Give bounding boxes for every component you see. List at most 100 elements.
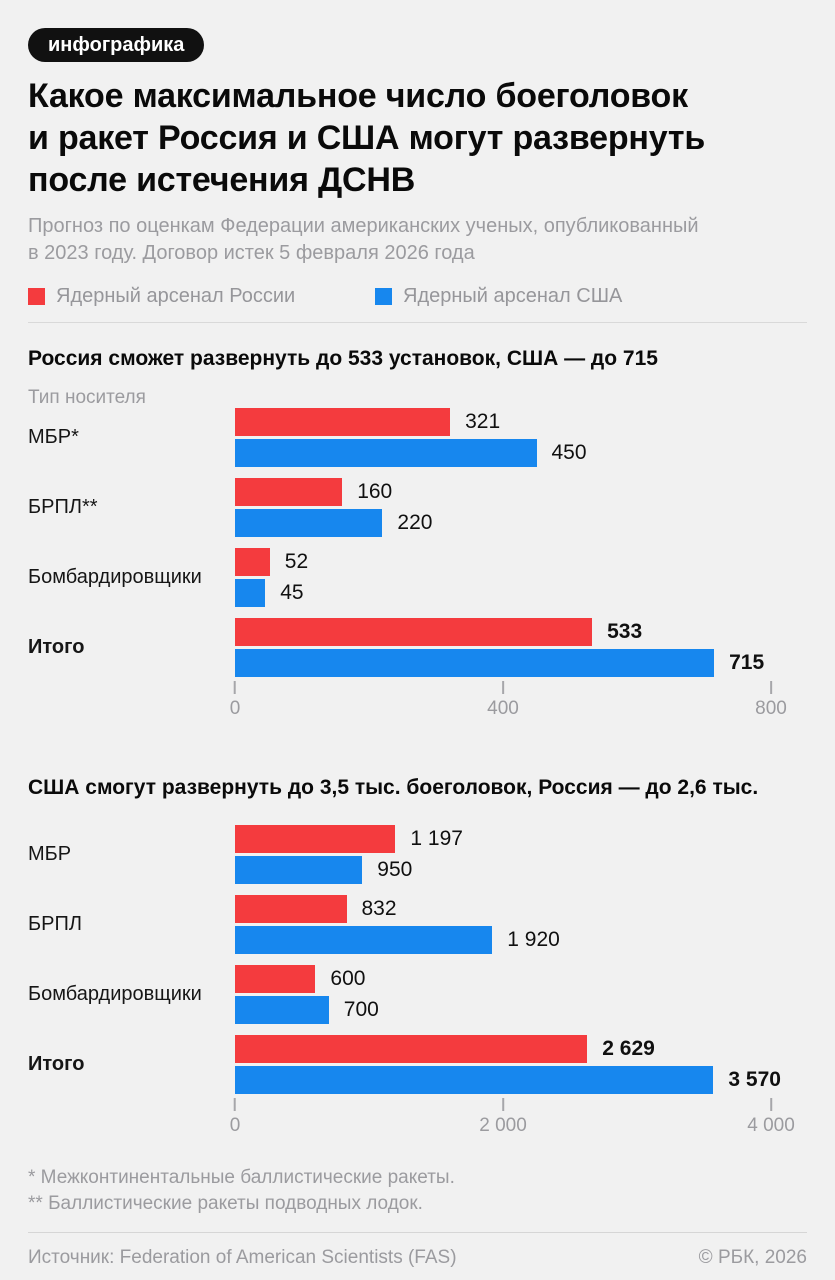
axis-tick: 0 (229, 1098, 241, 1137)
value-label: 52 (284, 550, 309, 573)
legend-label-usa: Ядерный арсенал США (403, 284, 623, 307)
bar-usa (235, 926, 493, 954)
bar-line: 700 (235, 996, 807, 1024)
value-label: 220 (397, 511, 433, 534)
footnote-slbm: ** Баллистические ракеты подводных лодок… (28, 1193, 423, 1214)
axis-tick: 400 (487, 681, 519, 720)
tick-label: 4 000 (747, 1115, 795, 1136)
title-line-1: Какое максимальное число боеголовок (28, 77, 688, 115)
legend-label-russia: Ядерный арсенал России (56, 284, 296, 307)
subtitle-line-2: в 2023 году. Договор истек 5 февраля 202… (28, 242, 475, 264)
footer-divider (28, 1232, 807, 1233)
value-label: 533 (607, 620, 643, 643)
bar-line: 600 (235, 965, 807, 993)
value-label: 600 (330, 967, 366, 990)
category-label: Итого (28, 1053, 85, 1075)
chart-row: Бомбардировщики 52 45 (28, 548, 807, 607)
tick-mark (769, 1098, 772, 1111)
chart-row: Итого 533 715 (28, 618, 807, 677)
category-label: БРПЛ** (28, 496, 98, 518)
chart-row: Итого 2 629 3 570 (28, 1035, 807, 1094)
chart-row: Бомбардировщики 600 700 (28, 965, 807, 1024)
chart1-title: Россия сможет развернуть до 533 установо… (28, 347, 658, 370)
bar-pair: 52 45 (235, 548, 807, 607)
bar-usa (235, 1066, 714, 1094)
bar-line: 321 (235, 408, 807, 436)
value-label: 3 570 (728, 1068, 781, 1091)
bar-line: 715 (235, 649, 807, 677)
legend-item-usa: Ядерный арсенал США (375, 285, 622, 308)
bar-usa (235, 509, 383, 537)
usa-color-swatch (375, 287, 392, 305)
tick-label: 0 (229, 1115, 241, 1136)
bar-line: 2 629 (235, 1035, 807, 1063)
bar-russia (235, 965, 316, 993)
subtitle-line-1: Прогноз по оценкам Федерации американски… (28, 215, 699, 237)
bar-russia (235, 618, 593, 646)
bar-line: 45 (235, 579, 807, 607)
copyright: © РБК, 2026 (698, 1247, 807, 1268)
bar-usa (235, 579, 266, 607)
chart-row: БРПЛ 832 1 920 (28, 895, 807, 954)
category-label: Бомбардировщики (28, 566, 202, 588)
category-label: МБР (28, 843, 72, 865)
axis-tick: 2 000 (479, 1098, 527, 1137)
footnote-icbm: * Межконтинентальные баллистические раке… (28, 1167, 455, 1188)
tick-label: 400 (487, 698, 519, 719)
axis-tick: 0 (230, 681, 240, 720)
bar-pair: 832 1 920 (235, 895, 807, 954)
bar-line: 450 (235, 439, 807, 467)
value-label: 950 (377, 858, 413, 881)
legend-item-russia: Ядерный арсенал России (28, 285, 375, 308)
category-label: Бомбардировщики (28, 983, 202, 1005)
page-subtitle: Прогноз по оценкам Федерации американски… (28, 213, 807, 267)
tick-mark (769, 681, 772, 694)
tick-mark (233, 1098, 236, 1111)
axis-tick: 4 000 (747, 1098, 795, 1137)
bar-pair: 533 715 (235, 618, 807, 677)
bar-line: 1 197 (235, 825, 807, 853)
bar-pair: 160 220 (235, 478, 807, 537)
category-label: БРПЛ (28, 913, 82, 935)
bar-line: 3 570 (235, 1066, 807, 1094)
bar-russia (235, 478, 343, 506)
chart2-title: США смогут развернуть до 3,5 тыс. боегол… (28, 776, 759, 799)
chart-row: БРПЛ** 160 220 (28, 478, 807, 537)
bar-pair: 600 700 (235, 965, 807, 1024)
value-label: 1 197 (410, 827, 463, 850)
chart-legend: Ядерный арсенал России Ядерный арсенал С… (28, 285, 807, 308)
bar-pair: 1 197 950 (235, 825, 807, 884)
chart-row: МБР* 321 450 (28, 408, 807, 467)
bar-usa (235, 996, 329, 1024)
tick-label: 800 (755, 698, 787, 719)
category-label: Итого (28, 636, 85, 658)
value-label: 1 920 (507, 928, 560, 951)
chart1-x-axis: 0 400 800 (230, 681, 787, 721)
tick-mark (501, 1098, 504, 1111)
value-label: 321 (465, 410, 501, 433)
title-line-2: и ракет Россия и США могут развернуть (28, 119, 706, 157)
bar-pair: 321 450 (235, 408, 807, 467)
value-label: 160 (357, 480, 393, 503)
bar-russia (235, 548, 270, 576)
bar-russia (235, 1035, 588, 1063)
bar-line: 1 920 (235, 926, 807, 954)
axis-tick: 800 (755, 681, 787, 720)
bar-line: 950 (235, 856, 807, 884)
source-credit: Источник: Federation of American Scienti… (28, 1247, 457, 1268)
value-label: 715 (729, 651, 765, 674)
bar-russia (235, 408, 451, 436)
value-label: 832 (361, 897, 397, 920)
footnotes: * Межконтинентальные баллистические раке… (28, 1165, 807, 1217)
chart2-x-axis: 0 2 000 4 000 (230, 1098, 795, 1138)
header-divider (28, 322, 807, 323)
chart1-rows: МБР* 321 450 БРПЛ** 160 220 Бомбардировщики 52 4… (28, 408, 807, 677)
russia-color-swatch (28, 287, 45, 305)
chart2-rows: МБР 1 197 950 БРПЛ 832 1 920 Бомбардировщики 60… (28, 825, 807, 1094)
bar-pair: 2 629 3 570 (235, 1035, 807, 1094)
tick-label: 2 000 (479, 1115, 527, 1136)
bar-line: 220 (235, 509, 807, 537)
category-label: МБР* (28, 426, 79, 448)
bar-russia (235, 825, 396, 853)
